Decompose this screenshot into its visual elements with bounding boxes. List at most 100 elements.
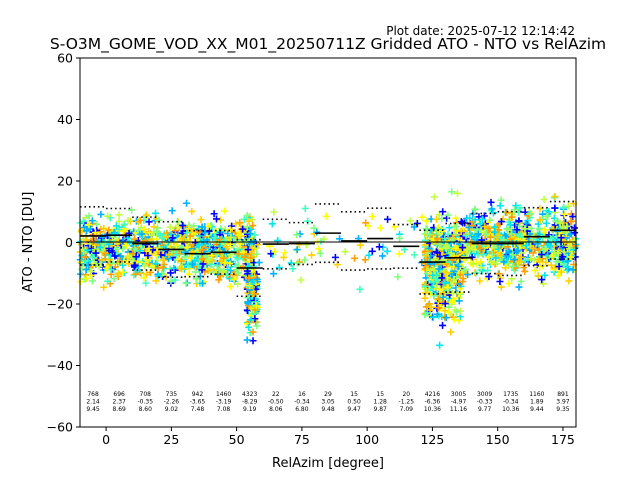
scatter-point bbox=[251, 306, 259, 314]
scatter-point bbox=[221, 207, 229, 215]
scatter-point bbox=[289, 265, 297, 273]
scatter-point bbox=[520, 237, 528, 245]
scatter-point bbox=[183, 229, 191, 237]
scatter-point bbox=[421, 311, 429, 319]
scatter-point bbox=[247, 316, 255, 324]
bin-stat-label: 1.89 bbox=[530, 399, 544, 406]
scatter-point bbox=[77, 278, 85, 286]
scatter-point bbox=[506, 221, 514, 229]
scatter-points bbox=[76, 188, 580, 349]
scatter-point bbox=[128, 206, 136, 214]
scatter-point bbox=[550, 265, 558, 273]
scatter-point bbox=[531, 267, 539, 275]
bin-stat-label: 9.19 bbox=[243, 406, 257, 413]
scatter-point bbox=[185, 261, 193, 269]
scatter-point bbox=[204, 222, 212, 230]
scatter-point bbox=[280, 249, 288, 257]
scatter-point bbox=[110, 275, 118, 283]
scatter-point bbox=[182, 279, 190, 287]
bin-stat-label: 2.37 bbox=[112, 399, 126, 406]
scatter-point bbox=[222, 243, 230, 251]
bin-stat-label: 3.05 bbox=[321, 399, 335, 406]
scatter-point bbox=[247, 281, 255, 289]
bin-stat-label: 4216 bbox=[425, 391, 440, 398]
scatter-point bbox=[193, 251, 201, 259]
scatter-point bbox=[142, 255, 150, 263]
scatter-point bbox=[111, 252, 119, 260]
scatter-point bbox=[496, 202, 504, 210]
scatter-point bbox=[216, 265, 224, 273]
scatter-point bbox=[93, 220, 101, 228]
bin-stat-label: 696 bbox=[113, 391, 125, 398]
scatter-point bbox=[178, 265, 186, 273]
scatter-point bbox=[183, 199, 191, 207]
scatter-point bbox=[104, 212, 112, 220]
scatter-point bbox=[567, 253, 575, 261]
scatter-point bbox=[453, 308, 461, 316]
scatter-point bbox=[270, 208, 278, 216]
scatter-point bbox=[516, 204, 524, 212]
scatter-point bbox=[421, 241, 429, 249]
bin-stat-label: 9.47 bbox=[347, 406, 361, 413]
scatter-point bbox=[132, 253, 140, 261]
scatter-point bbox=[534, 220, 542, 228]
scatter-point bbox=[253, 322, 261, 330]
scatter-point bbox=[508, 213, 516, 221]
y-tick-label: −20 bbox=[47, 297, 73, 312]
scatter-point bbox=[249, 337, 257, 345]
scatter-point bbox=[331, 253, 339, 261]
scatter-point bbox=[245, 217, 253, 225]
bin-stat-label: 11.16 bbox=[450, 406, 467, 413]
scatter-point bbox=[361, 256, 369, 264]
scatter-point bbox=[500, 258, 508, 266]
bin-stat-label: -2.26 bbox=[164, 399, 180, 406]
scatter-point bbox=[220, 236, 228, 244]
scatter-point bbox=[88, 237, 96, 245]
scatter-point bbox=[119, 227, 127, 235]
scatter-point bbox=[454, 189, 462, 197]
scatter-point bbox=[503, 225, 511, 233]
scatter-point bbox=[81, 253, 89, 261]
scatter-point bbox=[100, 283, 108, 291]
scatter-point bbox=[274, 236, 282, 244]
scatter-point bbox=[336, 235, 344, 243]
scatter-point bbox=[173, 251, 181, 259]
scatter-point bbox=[552, 258, 560, 266]
scatter-point bbox=[425, 231, 433, 239]
scatter-point bbox=[154, 272, 162, 280]
scatter-point bbox=[508, 230, 516, 238]
scatter-point bbox=[406, 217, 414, 225]
scatter-point bbox=[457, 228, 465, 236]
scatter-point bbox=[97, 210, 105, 218]
scatter-point bbox=[503, 243, 511, 251]
scatter-point bbox=[171, 276, 179, 284]
scatter-point bbox=[204, 256, 212, 264]
scatter-point bbox=[226, 226, 234, 234]
scatter-point bbox=[521, 208, 529, 216]
bin-stat-label: 16 bbox=[298, 391, 306, 398]
scatter-point bbox=[522, 219, 530, 227]
scatter-point bbox=[448, 236, 456, 244]
scatter-point bbox=[459, 244, 467, 252]
scatter-point bbox=[542, 219, 550, 227]
bin-stat-label: 6.80 bbox=[295, 406, 309, 413]
scatter-point bbox=[136, 216, 144, 224]
scatter-point bbox=[452, 214, 460, 222]
bin-stat-label: 1160 bbox=[529, 391, 544, 398]
scatter-point bbox=[438, 274, 446, 282]
scatter-point bbox=[188, 260, 196, 268]
scatter-point bbox=[418, 213, 426, 221]
scatter-point bbox=[502, 252, 510, 260]
scatter-point bbox=[379, 252, 387, 260]
scatter-point bbox=[216, 249, 224, 257]
scatter-point bbox=[396, 234, 404, 242]
scatter-point bbox=[435, 211, 443, 219]
scatter-point bbox=[132, 270, 140, 278]
scatter-point bbox=[471, 216, 479, 224]
scatter-point bbox=[131, 245, 139, 253]
scatter-point bbox=[495, 226, 503, 234]
scatter-point bbox=[497, 283, 505, 291]
scatter-point bbox=[83, 274, 91, 282]
scatter-point bbox=[216, 242, 224, 250]
scatter-point bbox=[541, 271, 549, 279]
